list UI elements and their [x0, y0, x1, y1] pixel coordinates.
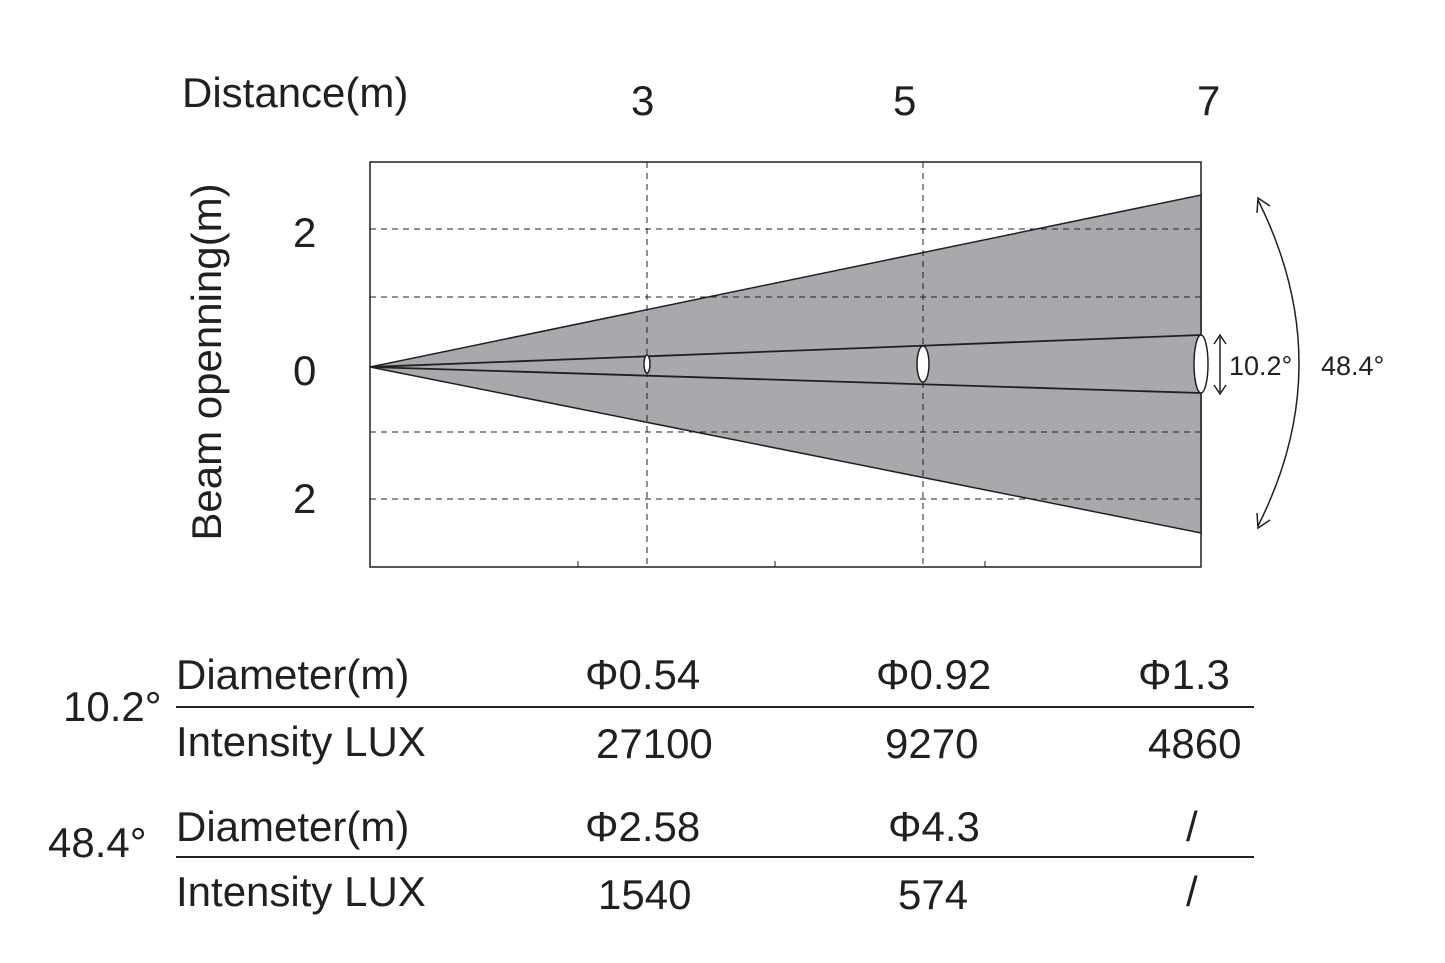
group-1-diameter-3m: Φ0.54: [585, 651, 701, 698]
group-1-divider: [176, 706, 1254, 708]
group-2-diameter-5m: Φ4.3: [888, 803, 980, 850]
group-2-diameter-7m: /: [1186, 803, 1198, 850]
narrow-angle-arrow: [1213, 333, 1227, 396]
beam-section-3m: [643, 354, 651, 374]
distance-tick-7: 7: [1197, 77, 1221, 124]
group-2-divider: [176, 856, 1254, 858]
narrow-beam-lower-edge: [369, 366, 1202, 394]
wide-angle-label: 48.4°: [1321, 351, 1385, 381]
group-2-intensity-label: Intensity LUX: [176, 868, 426, 915]
group-1-intensity-7m: 4860: [1148, 720, 1242, 767]
narrow-beam: [369, 334, 1202, 394]
wide-beam-cone: [369, 194, 1202, 534]
group-2-angle: 48.4°: [48, 819, 147, 866]
group-2-intensity-5m: 574: [898, 871, 969, 918]
group-1-intensity-3m: 27100: [596, 720, 713, 767]
axis-ticks: [577, 561, 986, 567]
group-1-intensity-label: Intensity LUX: [176, 718, 426, 765]
group-2-intensity-7m: /: [1186, 868, 1198, 915]
group-2-intensity-3m: 1540: [598, 871, 692, 918]
y-tick-bottom: 2: [293, 475, 317, 522]
beam-section-5m: [916, 345, 930, 383]
beam-sections: [643, 334, 1209, 394]
beam-section-7m: [1193, 334, 1209, 394]
wide-angle-arrow: [1256, 196, 1300, 530]
distance-tick-5: 5: [893, 77, 917, 124]
group-1-angle: 10.2°: [63, 683, 162, 730]
y-tick-zero: 0: [293, 347, 317, 394]
group-1-diameter-5m: Φ0.92: [876, 651, 992, 698]
group-1-diameter-label: Diameter(m): [176, 651, 410, 698]
group-2-diameter-label: Diameter(m): [176, 803, 410, 850]
group-1-diameter-7m: Φ1.3: [1138, 651, 1230, 698]
narrow-beam-upper-edge: [369, 334, 1202, 368]
narrow-angle-label: 10.2°: [1229, 351, 1293, 381]
y-tick-top: 2: [293, 209, 317, 256]
distance-label: Distance(m): [182, 69, 409, 116]
group-2-diameter-3m: Φ2.58: [585, 803, 701, 850]
distance-tick-3: 3: [631, 77, 655, 124]
group-1-intensity-5m: 9270: [885, 720, 979, 767]
